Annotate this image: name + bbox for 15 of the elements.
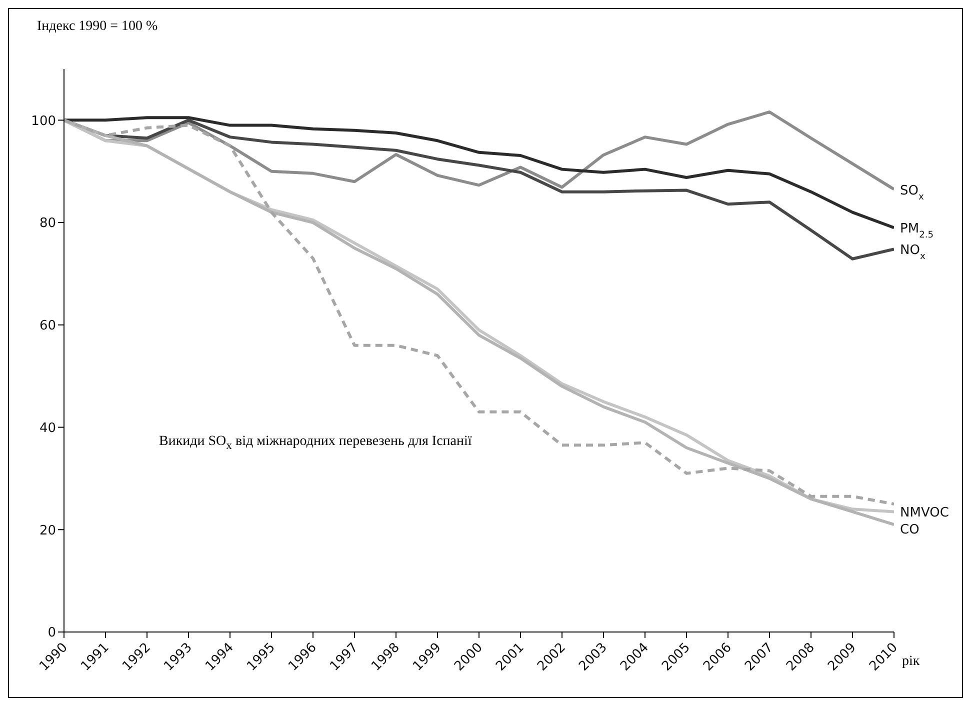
line-series [64, 116, 894, 230]
y-tick-label: 100 [31, 114, 56, 129]
y-tick-label: 60 [39, 318, 56, 334]
series-label: NO$_{x}$ [900, 243, 926, 262]
annotation: Викиди SO$_{x}$ від міжнародних перевезень для Іспанії [159, 434, 472, 452]
series-label: CO [900, 522, 920, 538]
x-axis-title: рік [902, 654, 920, 670]
y-tick-label: 80 [39, 216, 56, 232]
y-tick-label: 0 [48, 626, 56, 641]
series-label: NMVOC [900, 506, 949, 521]
y-tick-label: 40 [39, 420, 56, 436]
series-label: SO$_{x}$ [900, 183, 924, 202]
series-label: PM$_{2.5}$ [900, 222, 934, 241]
y-tick-label: 20 [39, 523, 56, 538]
y-axis-title: Індекс 1990 = 100 % [37, 19, 158, 35]
